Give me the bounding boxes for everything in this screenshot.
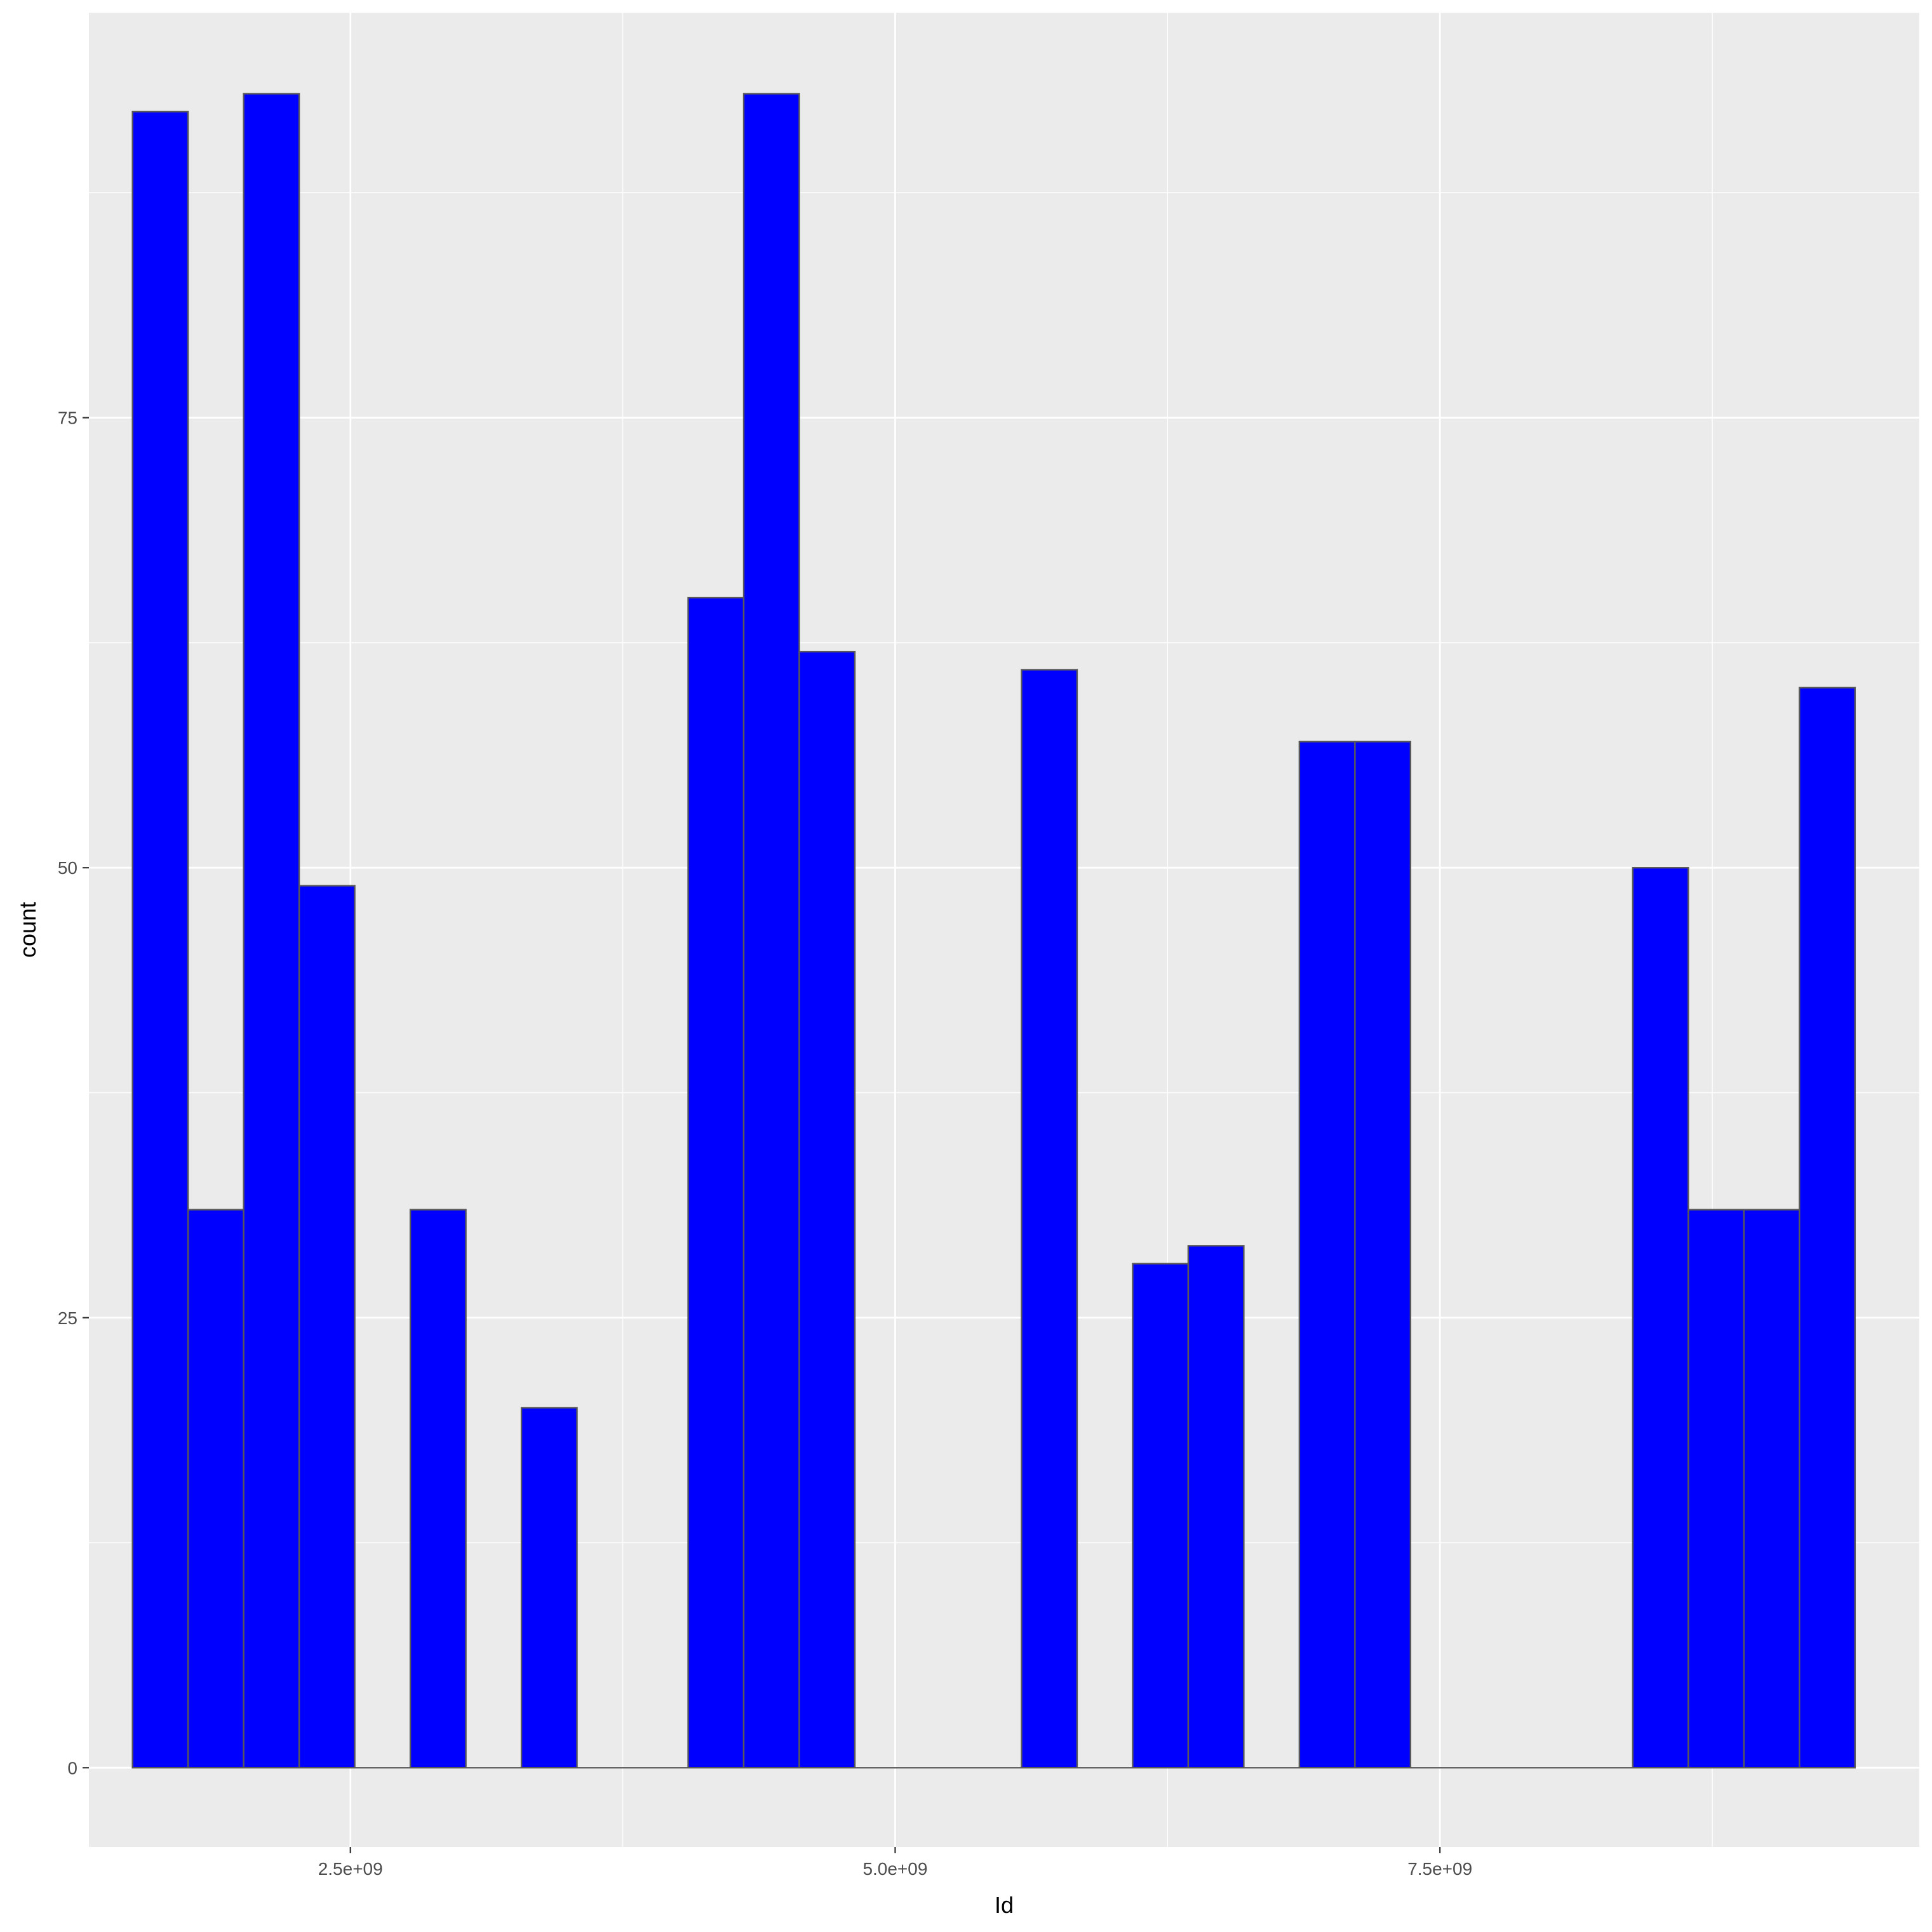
minor-gridlines — [77, 13, 1919, 1847]
x-tick-label: 5.0e+09 — [862, 1859, 927, 1879]
histogram-bar — [1187, 1245, 1245, 1769]
histogram-bar — [1021, 669, 1078, 1769]
plot-panel — [89, 13, 1919, 1847]
histogram-bar — [1132, 1263, 1190, 1769]
histogram-bar — [1298, 741, 1356, 1769]
x-tick-label: 2.5e+09 — [318, 1859, 383, 1879]
y-tick-label: 50 — [58, 858, 77, 878]
histogram-bar — [131, 111, 189, 1769]
histogram-bar — [687, 596, 745, 1769]
histogram-bar — [409, 1209, 467, 1769]
y-tick-label: 25 — [58, 1308, 77, 1328]
histogram-bar — [187, 1209, 245, 1769]
histogram-bar — [742, 93, 800, 1769]
histogram-bar — [1354, 741, 1412, 1769]
y-axis: 0 25 50 75 — [58, 408, 89, 1778]
histogram-bar — [298, 885, 356, 1769]
x-tick-label: 7.5e+09 — [1407, 1859, 1472, 1879]
x-axis-title: Id — [995, 1892, 1014, 1918]
y-tick-label: 0 — [67, 1758, 77, 1778]
histogram-bar — [1687, 1209, 1745, 1769]
y-tick-label: 75 — [58, 408, 77, 428]
histogram-bar — [1743, 1209, 1801, 1769]
histogram-bar — [243, 93, 300, 1769]
histogram-bars — [131, 93, 1856, 1769]
histogram-bar — [1632, 867, 1689, 1769]
y-axis-title: count — [15, 902, 41, 958]
histogram-bar — [520, 1407, 578, 1769]
x-axis: 2.5e+09 5.0e+09 7.5e+09 — [318, 1847, 1472, 1879]
histogram-bar — [798, 650, 856, 1769]
histogram-bar — [1799, 687, 1856, 1769]
